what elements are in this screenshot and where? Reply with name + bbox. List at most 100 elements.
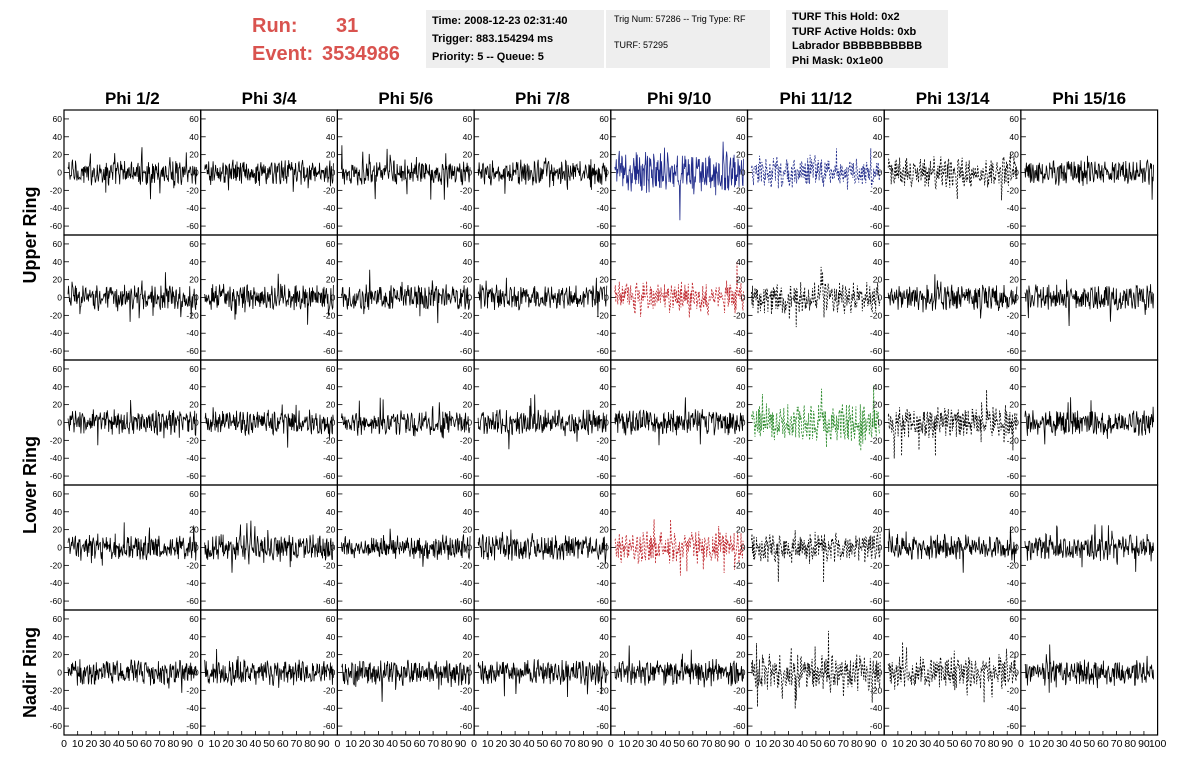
y-tick-label: 0 xyxy=(1014,418,1019,428)
waveform-trace xyxy=(1024,524,1154,572)
y-tick-label: 60 xyxy=(463,364,473,374)
waveform-trace xyxy=(477,277,608,318)
x-tick-label: 0 xyxy=(471,738,477,750)
y-tick-label: 20 xyxy=(599,650,609,660)
y-tick-label: 60 xyxy=(736,364,746,374)
y-tick-label: -40 xyxy=(323,703,336,713)
y-tick-label: -60 xyxy=(186,471,199,481)
y-tick-label: 0 xyxy=(57,418,62,428)
waveform-trace xyxy=(751,630,881,709)
waveform-trace xyxy=(751,530,881,583)
y-tick-label: 60 xyxy=(189,614,199,624)
y-tick-label: -60 xyxy=(1007,346,1020,356)
x-tick-label: 30 xyxy=(919,738,931,750)
y-tick-label: -40 xyxy=(50,203,63,213)
x-tick-label: 40 xyxy=(386,738,398,750)
y-tick-label: 20 xyxy=(326,650,336,660)
x-tick-label: 60 xyxy=(550,738,562,750)
waveform-trace xyxy=(477,658,608,698)
waveform-trace xyxy=(341,528,471,567)
y-tick-label: 60 xyxy=(463,239,473,249)
x-tick-label: 20 xyxy=(632,738,644,750)
y-tick-label: -40 xyxy=(870,328,883,338)
y-tick-label: 60 xyxy=(326,614,336,624)
y-tick-label: -20 xyxy=(1007,560,1020,570)
y-tick-label: -60 xyxy=(597,721,610,731)
y-tick-label: 0 xyxy=(331,668,336,678)
y-tick-label: 40 xyxy=(53,382,63,392)
waveform-trace xyxy=(887,274,1018,319)
labrador-text: Labrador BBBBBBBBBB xyxy=(792,40,923,52)
x-tick-label: 60 xyxy=(960,738,972,750)
y-tick-label: -40 xyxy=(597,703,610,713)
x-tick-label: 50 xyxy=(673,738,685,750)
y-tick-label: -40 xyxy=(50,328,63,338)
x-tick-label: 0 xyxy=(1018,738,1024,750)
y-tick-label: 40 xyxy=(189,632,199,642)
x-tick-label: 40 xyxy=(933,738,945,750)
x-tick-label: 0 xyxy=(608,738,614,750)
y-tick-label: 60 xyxy=(326,114,336,124)
y-tick-label: -40 xyxy=(597,453,610,463)
y-tick-label: 0 xyxy=(877,293,882,303)
y-tick-label: 40 xyxy=(736,507,746,517)
y-tick-label: -60 xyxy=(323,221,336,231)
y-tick-label: 60 xyxy=(736,614,746,624)
waveform-trace xyxy=(204,404,334,448)
y-tick-label: -40 xyxy=(870,578,883,588)
y-tick-label: 40 xyxy=(463,132,473,142)
y-tick-label: 0 xyxy=(467,668,472,678)
panel-frame xyxy=(883,109,1022,236)
y-tick-label: -40 xyxy=(1007,328,1020,338)
y-tick-label: -20 xyxy=(733,560,746,570)
y-tick-label: 20 xyxy=(326,150,336,160)
row-label: Upper Ring xyxy=(20,187,40,284)
y-tick-label: -20 xyxy=(50,185,63,195)
y-tick-label: 40 xyxy=(736,632,746,642)
y-tick-label: -40 xyxy=(870,203,883,213)
y-tick-label: 60 xyxy=(189,489,199,499)
y-tick-label: 20 xyxy=(53,150,63,160)
x-tick-label: 60 xyxy=(824,738,836,750)
y-tick-label: -20 xyxy=(733,435,746,445)
y-tick-label: 20 xyxy=(873,525,883,535)
event-label: Event: xyxy=(252,43,314,65)
x-tick-label: 40 xyxy=(523,738,535,750)
y-tick-label: -20 xyxy=(186,560,199,570)
y-tick-label: -20 xyxy=(323,560,336,570)
y-tick-label: 20 xyxy=(189,525,199,535)
waveform-trace xyxy=(751,148,881,190)
y-tick-label: 0 xyxy=(467,418,472,428)
y-tick-label: -20 xyxy=(50,560,63,570)
waveform-trace xyxy=(67,659,198,693)
x-tick-label: 30 xyxy=(373,738,385,750)
y-tick-label: 20 xyxy=(736,650,746,660)
x-tick-label: 40 xyxy=(250,738,262,750)
y-tick-label: 20 xyxy=(53,400,63,410)
x-tick-label: 90 xyxy=(865,738,877,750)
y-tick-label: 0 xyxy=(331,418,336,428)
y-tick-label: 20 xyxy=(873,150,883,160)
x-tick-label: 10 xyxy=(755,738,767,750)
y-tick-label: 60 xyxy=(53,614,63,624)
y-tick-label: 60 xyxy=(599,364,609,374)
y-tick-label: -20 xyxy=(1007,310,1020,320)
x-tick-label: 70 xyxy=(701,738,713,750)
y-tick-label: 20 xyxy=(463,400,473,410)
y-tick-label: 20 xyxy=(873,650,883,660)
x-tick-label: 70 xyxy=(1111,738,1123,750)
y-tick-label: 40 xyxy=(599,382,609,392)
y-tick-label: 40 xyxy=(189,507,199,517)
y-tick-label: 60 xyxy=(53,364,63,374)
y-tick-label: -20 xyxy=(733,185,746,195)
waveform-trace xyxy=(341,397,471,439)
y-tick-label: -60 xyxy=(870,346,883,356)
y-tick-label: -40 xyxy=(733,578,746,588)
y-tick-label: 0 xyxy=(331,543,336,553)
column-header: Phi 5/6 xyxy=(378,89,433,108)
waveform-trace xyxy=(614,645,744,688)
y-tick-label: -20 xyxy=(186,310,199,320)
x-tick-label: 90 xyxy=(318,738,330,750)
waveform-trace xyxy=(477,394,608,450)
x-tick-label: 10 xyxy=(209,738,221,750)
